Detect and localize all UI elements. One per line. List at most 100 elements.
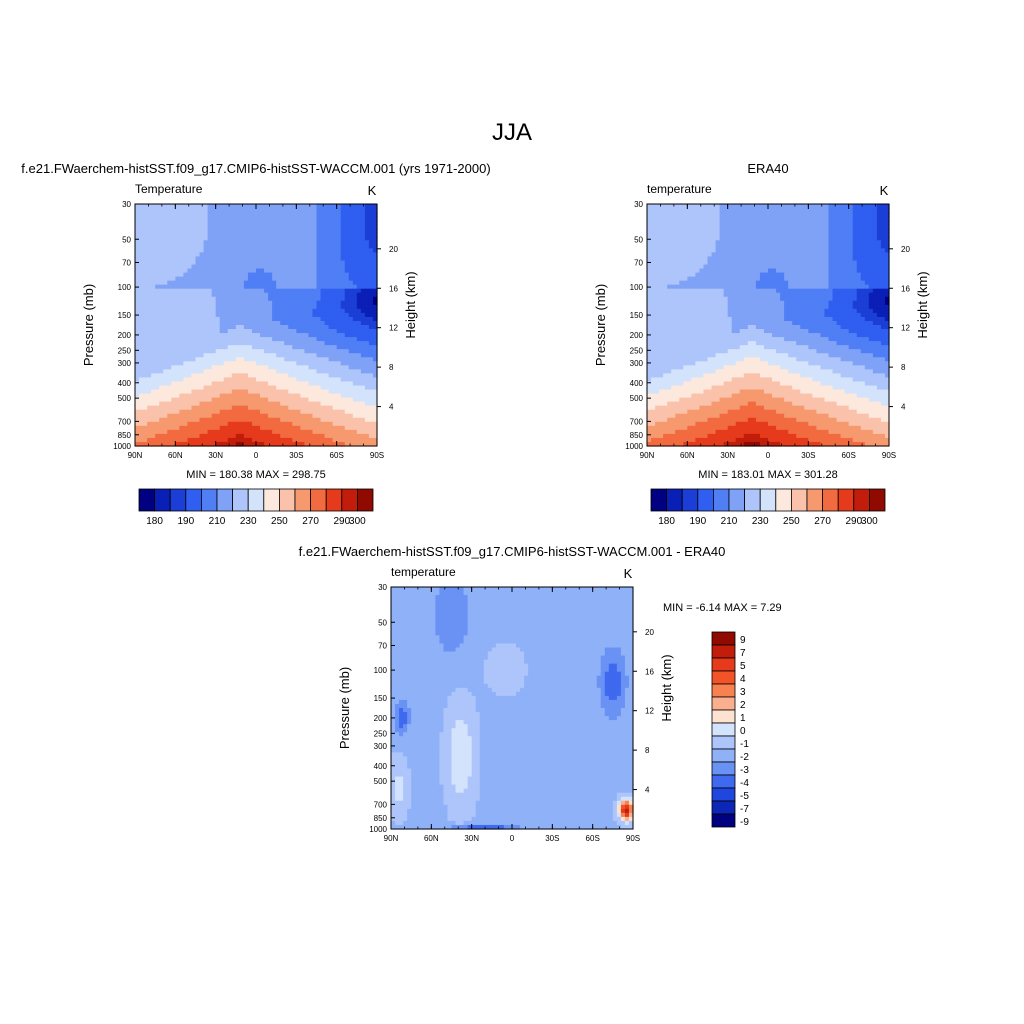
diff-pressure-tick-label: 700 <box>374 800 388 809</box>
obs-colorbar-box <box>713 488 730 512</box>
diff-colorbar-label: -4 <box>740 778 749 789</box>
model-colorbar-box <box>200 488 218 512</box>
obs-pressure-tick-label: 300 <box>630 359 644 368</box>
obs-pressure-tick-label: 850 <box>630 431 644 440</box>
obs-pressure-tick-label: 200 <box>630 331 644 340</box>
diff-panel-title: f.e21.FWaerchem-histSST.f09_g17.CMIP6-hi… <box>299 544 726 559</box>
diff-colorbar-label: -3 <box>740 765 749 776</box>
model-lat-tick-label: 0 <box>254 451 259 460</box>
obs-pressure-tick-label: 700 <box>630 417 644 426</box>
obs-pressure-tick-label: 150 <box>630 311 644 320</box>
obs-contour-plot: 30 50 70 100 150 200 250 300 400 500 700 850 1000 20 1… <box>593 200 930 460</box>
obs-height-tick-label: 4 <box>901 403 906 412</box>
diff-lat-tick-label: 0 <box>510 834 515 843</box>
diff-pressure-tick-label: 500 <box>374 777 388 786</box>
model-colorbar-box <box>232 488 249 512</box>
model-contour-plot: 30 50 70 100 150 200 250 300 400 500 700 850 1000 20 1… <box>81 200 418 460</box>
diff-height-tick-label: 16 <box>645 667 654 676</box>
model-colorbar-box <box>138 488 156 512</box>
obs-lat-tick-label: 90S <box>882 451 896 460</box>
diff-colorbar-box <box>711 748 736 763</box>
obs-height-tick-label: 12 <box>901 324 910 333</box>
diff-colorbar-box <box>711 787 736 802</box>
diff-colorbar-box <box>711 813 736 828</box>
diff-colorbar-label: -1 <box>740 739 749 750</box>
diff-pressure-tick-label: 1000 <box>369 825 387 834</box>
diff-colorbar-label: 5 <box>740 661 746 672</box>
model-colorbar-label: 190 <box>177 516 194 527</box>
model-colorbar-label: 270 <box>302 516 319 527</box>
obs-height-tick-label: 8 <box>901 363 906 372</box>
obs-colorbar-box <box>650 488 668 512</box>
diff-colorbar-box <box>711 761 736 776</box>
obs-colorbar-label: 300 <box>861 516 878 527</box>
obs-colorbar-label: 180 <box>658 516 675 527</box>
diff-pressure-tick-label: 30 <box>378 583 387 592</box>
figure-title: JJA <box>492 119 532 146</box>
model-colorbar-box <box>325 488 343 512</box>
diff-height-tick-label: 4 <box>645 786 650 795</box>
diff-colorbar-box <box>711 644 736 659</box>
model-pressure-tick-label: 850 <box>118 431 132 440</box>
obs-lat-tick-label: 90N <box>640 451 655 460</box>
obs-panel-title: ERA40 <box>747 161 788 176</box>
model-pressure-tick-label: 700 <box>118 417 132 426</box>
diff-lat-tick-label: 30S <box>545 834 559 843</box>
obs-colorbar-label: 250 <box>783 516 800 527</box>
model-lat-tick-label: 90N <box>128 451 143 460</box>
diff-pressure-tick-label: 200 <box>374 714 388 723</box>
model-pressure-tick-label: 1000 <box>113 442 131 451</box>
obs-pressure-tick-label: 30 <box>634 200 643 209</box>
obs-variable-label: temperature <box>647 182 712 196</box>
diff-colorbar-label: 7 <box>740 648 746 659</box>
diff-variable-label: temperature <box>391 565 456 579</box>
diff-colorbar-label: 2 <box>740 700 746 711</box>
diff-height-tick-label: 8 <box>645 746 650 755</box>
diff-height-axis-label: Height (km) <box>659 654 674 721</box>
diff-height-tick-label: 20 <box>645 628 654 637</box>
obs-pressure-axis-label: Pressure (mb) <box>593 284 608 366</box>
model-variable-label: Temperature <box>135 182 203 196</box>
model-units-label: K <box>368 183 377 198</box>
obs-pressure-tick-label: 1000 <box>625 442 643 451</box>
diff-pressure-tick-label: 150 <box>374 694 388 703</box>
diff-lat-tick-label: 30N <box>464 834 479 843</box>
model-height-tick-label: 8 <box>389 363 394 372</box>
obs-colorbar-box <box>744 488 761 512</box>
obs-colorbar-box <box>775 488 792 512</box>
obs-lat-tick-label: 0 <box>766 451 771 460</box>
model-pressure-tick-label: 200 <box>118 331 132 340</box>
obs-height-tick-label: 20 <box>901 245 910 254</box>
obs-pressure-tick-label: 250 <box>630 346 644 355</box>
obs-lat-tick-label: 30S <box>801 451 815 460</box>
model-pressure-tick-label: 300 <box>118 359 132 368</box>
obs-colorbar-box <box>681 488 699 512</box>
diff-colorbar-label: 3 <box>740 687 746 698</box>
diff-colorbar-label: -2 <box>740 752 749 763</box>
diff-colorbar-box <box>711 774 736 789</box>
diff-colorbar-box <box>711 631 736 646</box>
diff-pressure-tick-label: 850 <box>374 814 388 823</box>
model-pressure-tick-label: 250 <box>118 346 132 355</box>
obs-units-label: K <box>880 183 889 198</box>
obs-height-axis-label: Height (km) <box>915 271 930 338</box>
model-height-tick-label: 12 <box>389 324 398 333</box>
model-colorbar-box <box>216 488 234 512</box>
model-colorbar-box <box>169 488 187 512</box>
obs-pressure-tick-label: 50 <box>634 235 643 244</box>
diff-colorbar-label: 1 <box>740 713 746 724</box>
obs-stats: MIN = 183.01 MAX = 301.28 <box>698 469 837 481</box>
model-lat-tick-label: 30N <box>208 451 223 460</box>
obs-colorbar-label: 230 <box>752 516 769 527</box>
obs-colorbar-box <box>806 488 824 512</box>
diff-pressure-axis-label: Pressure (mb) <box>337 667 352 749</box>
obs-colorbar-box <box>822 488 839 512</box>
diff-stats: MIN = -6.14 MAX = 7.29 <box>663 602 782 614</box>
diff-pressure-tick-label: 250 <box>374 729 388 738</box>
model-pressure-tick-label: 100 <box>118 283 132 292</box>
diff-lat-tick-label: 90S <box>626 834 640 843</box>
model-colorbar-box <box>341 488 358 512</box>
obs-colorbar-label: 290 <box>845 516 862 527</box>
